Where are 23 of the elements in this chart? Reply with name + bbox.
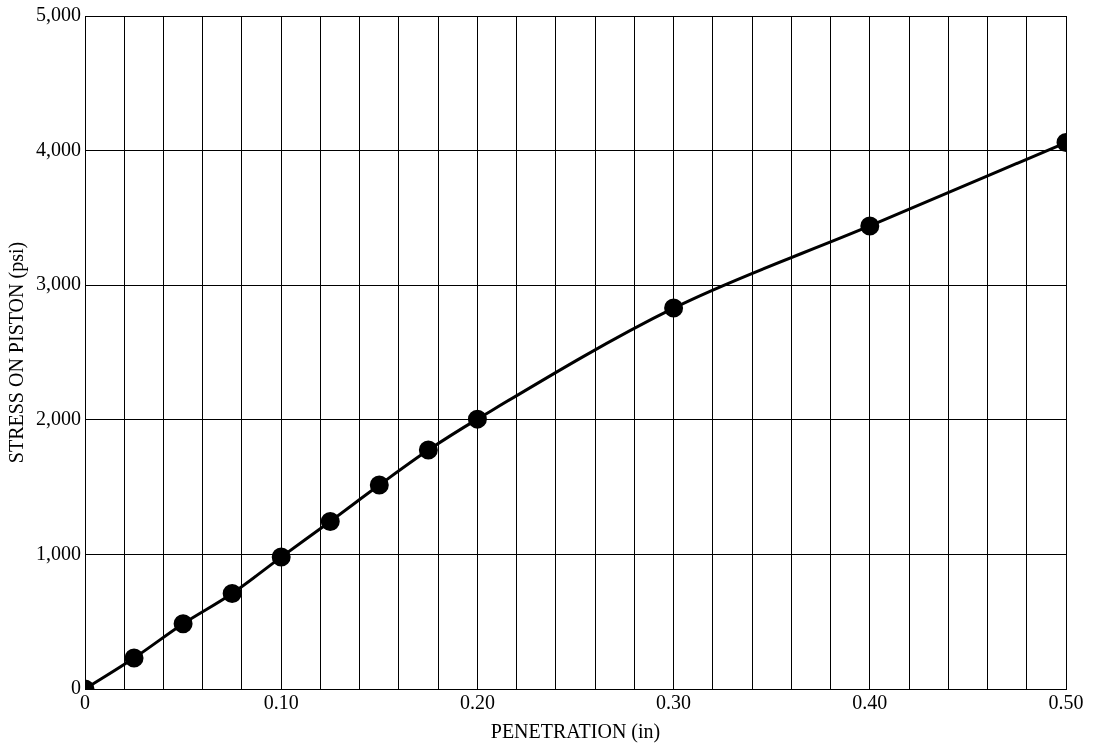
y-tick-label: 4,000: [36, 137, 81, 160]
y-tick-label: 1,000: [36, 541, 81, 564]
x-axis-title: PENETRATION (in): [490, 720, 661, 744]
y-tick-label: 0: [71, 676, 81, 699]
x-tick-label: 0.30: [656, 691, 692, 714]
point: [664, 298, 684, 318]
point: [173, 614, 193, 634]
point: [320, 511, 340, 531]
x-tick-label: 0.50: [1048, 691, 1084, 714]
point: [467, 409, 487, 429]
point: [222, 583, 242, 603]
y-axis-title: STRESS ON PISTON (psi): [5, 241, 29, 464]
point: [124, 648, 144, 668]
point: [418, 440, 438, 460]
y-tick-label: 5,000: [36, 3, 81, 26]
point: [369, 475, 389, 495]
point: [271, 547, 291, 567]
x-tick-label: 0.40: [852, 691, 888, 714]
x-tick-label: 0.20: [459, 691, 495, 714]
x-tick-label: 0.10: [263, 691, 299, 714]
y-tick-label: 3,000: [36, 272, 81, 295]
point: [860, 216, 880, 236]
y-tick-label: 2,000: [36, 407, 81, 430]
